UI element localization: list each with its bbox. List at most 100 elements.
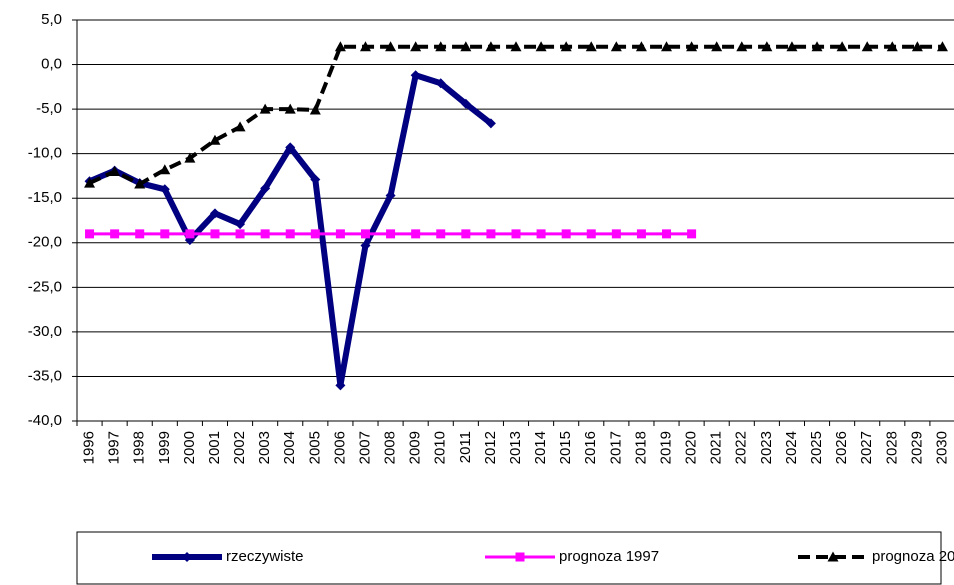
x-tick-label: 2019 — [657, 431, 674, 464]
marker — [310, 174, 321, 185]
marker — [936, 41, 948, 52]
x-tick-label: 2026 — [833, 431, 850, 464]
marker — [411, 229, 421, 239]
marker — [134, 178, 146, 189]
marker — [786, 41, 798, 52]
y-tick-label: 5,0 — [41, 11, 62, 28]
marker — [536, 229, 546, 239]
marker — [359, 41, 371, 52]
x-tick-label: 2020 — [683, 431, 700, 464]
x-tick-label: 2005 — [306, 431, 323, 464]
x-tick-label: 2010 — [432, 431, 449, 464]
x-tick-label: 1997 — [106, 431, 123, 464]
marker — [485, 118, 496, 129]
marker — [435, 41, 447, 52]
y-tick-label: -5,0 — [36, 100, 62, 117]
x-tick-label: 1996 — [81, 431, 98, 464]
x-tick-label: 2029 — [908, 431, 925, 464]
marker — [662, 229, 672, 239]
marker — [182, 552, 192, 562]
marker — [259, 103, 271, 114]
marker — [687, 229, 697, 239]
marker — [260, 229, 270, 239]
y-tick-label: -10,0 — [28, 145, 62, 162]
marker — [827, 551, 839, 562]
marker — [515, 552, 525, 562]
marker — [435, 78, 446, 89]
marker — [886, 41, 898, 52]
y-tick-label: -30,0 — [28, 323, 62, 340]
marker — [511, 229, 521, 239]
marker — [135, 229, 145, 239]
marker — [635, 41, 647, 52]
x-tick-label: 2025 — [808, 431, 825, 464]
y-tick-label: -40,0 — [28, 412, 62, 429]
x-tick-label: 2006 — [331, 431, 348, 464]
marker — [410, 41, 422, 52]
x-tick-label: 2027 — [858, 431, 875, 464]
marker — [85, 229, 95, 239]
marker — [309, 104, 321, 115]
marker — [711, 41, 723, 52]
marker — [611, 229, 621, 239]
marker — [485, 41, 497, 52]
marker — [585, 41, 597, 52]
marker — [610, 41, 622, 52]
y-tick-label: 0,0 — [41, 56, 62, 73]
marker — [260, 183, 271, 194]
marker — [410, 70, 421, 81]
x-tick-label: 1999 — [156, 431, 173, 464]
marker — [109, 165, 121, 176]
marker — [285, 142, 296, 153]
x-tick-label: 2002 — [231, 431, 248, 464]
x-tick-label: 2008 — [382, 431, 399, 464]
x-tick-label: 2014 — [532, 431, 549, 464]
y-tick-label: -15,0 — [28, 189, 62, 206]
marker — [209, 208, 220, 219]
marker — [386, 229, 396, 239]
marker — [561, 229, 571, 239]
x-tick-label: 2021 — [708, 431, 725, 464]
x-tick-label: 2023 — [758, 431, 775, 464]
marker — [284, 103, 296, 114]
marker — [761, 41, 773, 52]
x-tick-label: 2016 — [582, 431, 599, 464]
marker — [235, 229, 245, 239]
x-tick-label: 2024 — [783, 431, 800, 464]
y-tick-label: -20,0 — [28, 234, 62, 251]
x-tick-label: 2018 — [632, 431, 649, 464]
marker — [159, 184, 170, 195]
series-line — [88, 44, 943, 186]
marker — [209, 134, 221, 145]
marker — [159, 164, 171, 175]
marker — [310, 229, 320, 239]
x-tick-label: 2000 — [181, 431, 198, 464]
legend-label: prognoza 1997 — [559, 548, 659, 565]
x-tick-label: 1998 — [131, 431, 148, 464]
x-tick-label: 2007 — [356, 431, 373, 464]
marker — [636, 229, 646, 239]
x-tick-label: 2017 — [607, 431, 624, 464]
x-tick-label: 2022 — [733, 431, 750, 464]
x-tick-label: 2030 — [933, 431, 950, 464]
x-tick-label: 2015 — [557, 431, 574, 464]
marker — [436, 229, 446, 239]
marker — [535, 41, 547, 52]
marker — [661, 41, 673, 52]
marker — [460, 98, 471, 109]
x-tick-label: 2013 — [507, 431, 524, 464]
marker — [460, 41, 472, 52]
x-tick-label: 2003 — [256, 431, 273, 464]
marker — [185, 229, 195, 239]
marker — [160, 229, 170, 239]
x-tick-label: 2001 — [206, 431, 223, 464]
marker — [285, 229, 295, 239]
marker — [461, 229, 471, 239]
marker — [110, 229, 120, 239]
marker — [210, 229, 220, 239]
x-tick-label: 2004 — [281, 431, 298, 464]
marker — [836, 41, 848, 52]
marker — [334, 41, 346, 52]
marker — [911, 41, 923, 52]
